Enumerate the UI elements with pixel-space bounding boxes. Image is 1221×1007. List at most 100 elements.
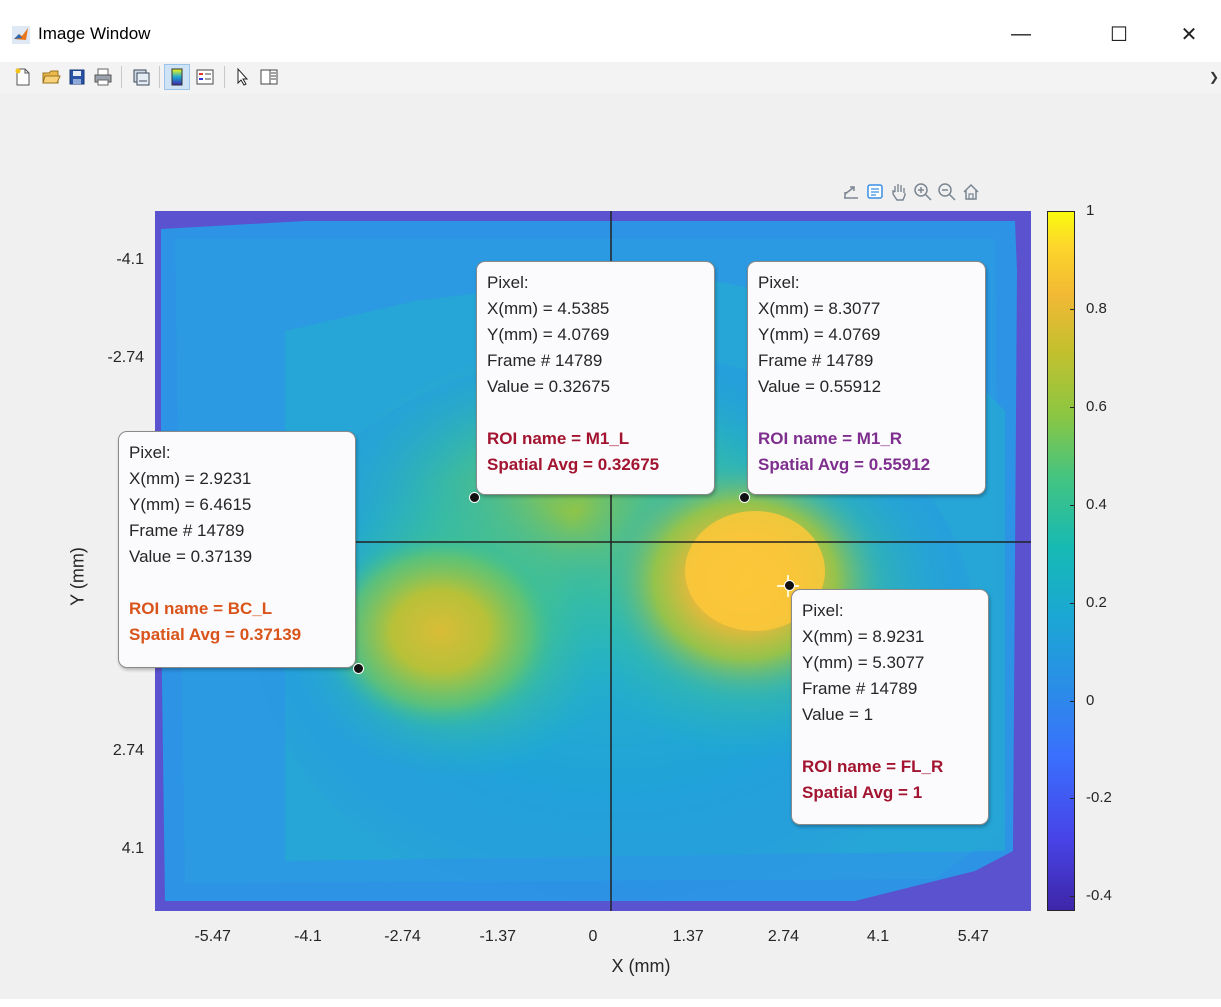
save-button[interactable] (64, 64, 90, 90)
x-tick-label: 2.74 (767, 928, 800, 945)
colorbar-tick-mark (1070, 308, 1075, 310)
datatip-y-value: Y(mm) = 4.0769 (487, 325, 610, 344)
restore-view-button[interactable] (960, 180, 982, 204)
datatip-y-value: Y(mm) = 4.0769 (758, 325, 881, 344)
x-tick-label: 5.47 (957, 928, 989, 945)
pan-icon (892, 184, 906, 201)
window-bottom-border (0, 999, 1221, 1007)
datatip-m1-l[interactable]: Pixel: X(mm) = 4.5385 Y(mm) = 4.0769 Fra… (476, 261, 715, 495)
maximize-button[interactable]: ☐ (1096, 14, 1142, 54)
save-icon (69, 69, 85, 85)
y-tick-label: 2.74 (112, 742, 144, 760)
datatip-spacer (487, 400, 704, 426)
datatip-spatial-avg: Spatial Avg = 0.55912 (758, 455, 931, 474)
insert-legend-icon (196, 69, 214, 85)
export-button[interactable] (840, 180, 862, 204)
open-file-button[interactable] (38, 64, 64, 90)
zoom-out-icon (938, 183, 956, 201)
datatip-frame: Frame # 14789 (129, 521, 245, 540)
datatip-roi-name: ROI name = FL_R (802, 757, 944, 776)
datatip-frame: Frame # 14789 (487, 351, 603, 370)
toolbar-overflow-icon[interactable]: ❯ (1208, 70, 1219, 84)
window-title: Image Window (38, 24, 151, 43)
colorbar-tick-mark (1070, 798, 1075, 800)
datatip-spatial-avg: Spatial Avg = 1 (802, 783, 923, 802)
data-tips-button[interactable] (864, 180, 886, 204)
minimize-button[interactable]: — (998, 14, 1044, 54)
colorbar-tick-mark (1070, 211, 1075, 212)
new-figure-button[interactable] (10, 64, 36, 90)
close-icon: ✕ (1180, 23, 1198, 46)
x-tick-label: -2.74 (384, 928, 421, 945)
export-icon (844, 186, 858, 199)
datatip-value: Value = 0.55912 (758, 377, 882, 396)
datatip-m1-r[interactable]: Pixel: X(mm) = 8.3077 Y(mm) = 4.0769 Fra… (747, 261, 986, 495)
x-axis-label: X (mm) (611, 956, 671, 976)
x-tick-label: -5.47 (194, 928, 231, 945)
datatip-spacer (802, 728, 978, 754)
colorbar-tick-label: 0.6 (1086, 397, 1107, 415)
datatip-x-value: X(mm) = 8.9231 (802, 627, 925, 646)
close-button[interactable]: ✕ (1166, 14, 1212, 54)
colorbar-tick-label: 0 (1086, 691, 1095, 709)
property-inspector-icon (260, 69, 278, 85)
property-inspector-button[interactable] (256, 64, 282, 90)
colorbar-tick-label: 0.8 (1086, 299, 1107, 317)
colorbar-tick-label: 0.2 (1086, 593, 1107, 611)
toolbar-separator (159, 66, 160, 88)
datatip-roi-name: ROI name = BC_L (129, 599, 273, 618)
pan-button[interactable] (888, 180, 910, 204)
datatip-header: Pixel: (487, 273, 529, 292)
zoom-in-button[interactable] (912, 180, 934, 204)
data-tips-icon (867, 184, 883, 199)
y-tick-label: 4.1 (121, 839, 144, 857)
datatip-x-value: X(mm) = 2.9231 (129, 469, 252, 488)
title-bar: Image Window — ☐ ✕ (0, 0, 1221, 62)
datatip-y-value: Y(mm) = 5.3077 (802, 653, 925, 672)
x-tick-label: 1.37 (672, 928, 704, 945)
x-tick-label: 0 (588, 928, 598, 945)
insert-legend-button[interactable] (192, 64, 218, 90)
datatip-y-value: Y(mm) = 6.4615 (129, 495, 252, 514)
datatip-marker[interactable] (469, 492, 480, 503)
minimize-icon: — (1011, 22, 1031, 45)
edit-plot-icon (237, 67, 249, 86)
print-button[interactable] (90, 64, 116, 90)
datatip-spacer (129, 570, 345, 596)
colorbar-tick-mark (1070, 602, 1075, 604)
colorbar[interactable] (1047, 211, 1075, 911)
x-tick-label: -4.1 (294, 928, 322, 945)
datatip-header: Pixel: (758, 273, 800, 292)
datatip-header: Pixel: (129, 443, 171, 462)
datatip-frame: Frame # 14789 (802, 679, 918, 698)
datatip-marker[interactable] (739, 492, 750, 503)
datatip-marker[interactable] (784, 580, 795, 591)
datatip-spacer (758, 400, 975, 426)
colorbar-tick-mark (1070, 504, 1075, 506)
datatip-value: Value = 0.37139 (129, 547, 253, 566)
colorbar-tick-mark (1070, 406, 1075, 408)
datatip-bc-l[interactable]: Pixel: X(mm) = 2.9231 Y(mm) = 6.4615 Fra… (118, 431, 356, 668)
zoom-out-button[interactable] (936, 180, 958, 204)
edit-plot-button[interactable] (230, 64, 256, 90)
datatip-header: Pixel: (802, 601, 844, 620)
restore-view-icon (963, 183, 979, 200)
x-tick-label: 4.1 (866, 928, 890, 945)
datatip-value: Value = 1 (802, 705, 874, 724)
insert-colorbar-icon (171, 68, 183, 86)
zoom-in-icon (914, 183, 932, 201)
datatip-fl-r[interactable]: Pixel: X(mm) = 8.9231 Y(mm) = 5.3077 Fra… (791, 589, 989, 825)
colorbar-tick-label: 0.4 (1086, 495, 1107, 513)
datatip-roi-name: ROI name = M1_R (758, 429, 903, 448)
datatip-frame: Frame # 14789 (758, 351, 874, 370)
colorbar-tick-label: 1 (1086, 202, 1095, 219)
link-plot-button[interactable] (128, 64, 154, 90)
figure-toolbar: ❯ (0, 62, 1221, 94)
datatip-marker[interactable] (353, 663, 364, 674)
colorbar-tick-mark (1070, 700, 1075, 702)
new-figure-icon (15, 68, 30, 86)
y-tick-label: -4.1 (116, 251, 144, 269)
datatip-value: Value = 0.32675 (487, 377, 611, 396)
insert-colorbar-button[interactable] (164, 64, 190, 90)
toolbar-separator (224, 66, 225, 88)
